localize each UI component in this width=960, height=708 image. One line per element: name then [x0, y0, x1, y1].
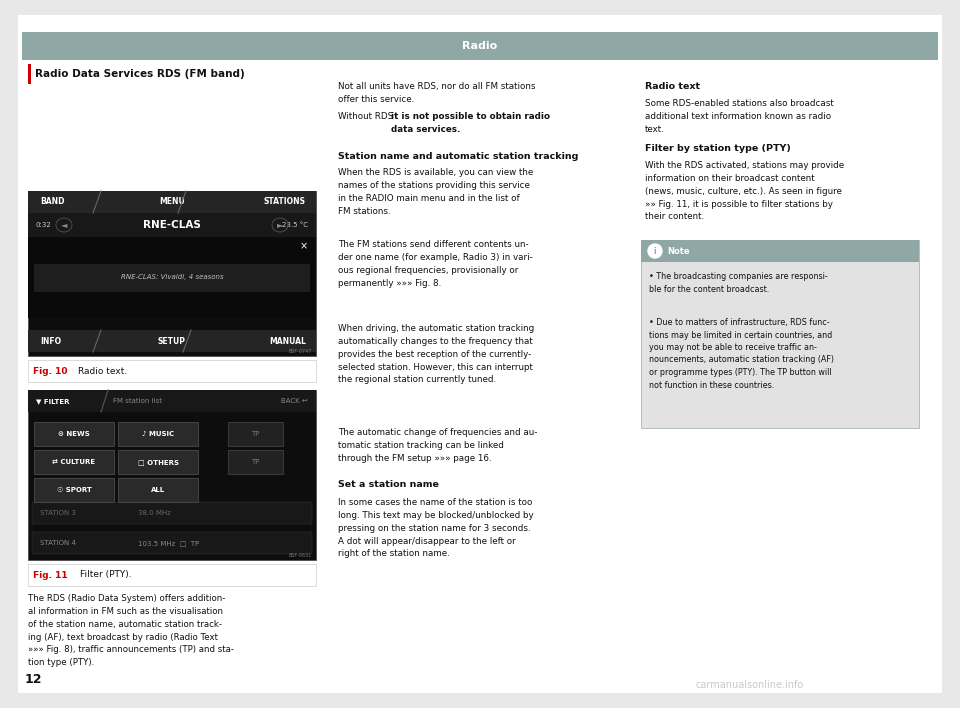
Text: Radio: Radio [463, 41, 497, 51]
Text: In some cases the name of the station is too
long. This text may be blocked/unbl: In some cases the name of the station is… [338, 498, 534, 559]
Text: 38.0 MHz: 38.0 MHz [138, 510, 171, 516]
Text: ♪ MUSIC: ♪ MUSIC [142, 431, 174, 437]
Bar [34, 422, 114, 446]
Text: MANUAL: MANUAL [269, 336, 306, 346]
Text: ☉ SPORT: ☉ SPORT [57, 487, 91, 493]
Text: MENU: MENU [159, 198, 185, 207]
Text: Note: Note [667, 246, 689, 256]
Text: BSF-0747: BSF-0747 [289, 349, 312, 354]
Text: Fig. 10: Fig. 10 [33, 367, 67, 375]
Text: i: i [654, 246, 657, 256]
Bar [28, 191, 316, 356]
Text: TP: TP [252, 431, 260, 437]
Bar [28, 390, 316, 560]
Bar [28, 64, 31, 84]
Bar [28, 191, 316, 213]
Text: Filter (PTY).: Filter (PTY). [80, 571, 132, 580]
Bar [28, 213, 316, 237]
Bar [28, 390, 316, 412]
Text: STATION 4: STATION 4 [40, 540, 76, 546]
Text: Filter by station type (PTY): Filter by station type (PTY) [645, 144, 791, 153]
Bar [28, 360, 316, 382]
Text: 0:32: 0:32 [36, 222, 52, 228]
Text: The automatic change of frequencies and au-
tomatic station tracking can be link: The automatic change of frequencies and … [338, 428, 538, 463]
Text: Not all units have RDS, nor do all FM stations
offer this service.: Not all units have RDS, nor do all FM st… [338, 82, 536, 104]
Bar [118, 422, 198, 446]
Text: RNE-CLAS: RNE-CLAS [143, 220, 201, 230]
Text: When the RDS is available, you can view the
names of the stations providing this: When the RDS is available, you can view … [338, 168, 533, 215]
Text: • Due to matters of infrastructure, RDS func-
tions may be limited in certain co: • Due to matters of infrastructure, RDS … [649, 318, 834, 389]
Text: ⊙ NEWS: ⊙ NEWS [59, 431, 90, 437]
Text: BAND: BAND [40, 198, 64, 207]
Bar [228, 422, 283, 446]
Text: • The broadcasting companies are responsi-
ble for the content broadcast.: • The broadcasting companies are respons… [649, 272, 828, 294]
Text: With the RDS activated, stations may provide
information on their broadcast cont: With the RDS activated, stations may pro… [645, 161, 844, 222]
Bar [28, 330, 316, 352]
Bar [118, 478, 198, 502]
Text: The RDS (Radio Data System) offers addition-
al information in FM such as the vi: The RDS (Radio Data System) offers addit… [28, 594, 234, 667]
Text: ◄: ◄ [60, 220, 67, 229]
Text: ×: × [300, 241, 308, 251]
Text: BACK ↩: BACK ↩ [281, 398, 308, 404]
Text: Set a station name: Set a station name [338, 480, 439, 489]
Text: Station name and automatic station tracking: Station name and automatic station track… [338, 152, 578, 161]
Text: Radio Data Services RDS (FM band): Radio Data Services RDS (FM band) [35, 69, 245, 79]
Bar [34, 450, 114, 474]
Bar [228, 450, 283, 474]
Text: SETUP: SETUP [158, 336, 186, 346]
Text: carmanualsonline.info: carmanualsonline.info [696, 680, 804, 690]
Text: Without RDS: Without RDS [338, 112, 396, 121]
Text: ▼ FILTER: ▼ FILTER [36, 398, 69, 404]
Text: STATION 3: STATION 3 [40, 510, 76, 516]
Text: 23.5 °C: 23.5 °C [282, 222, 308, 228]
Bar [118, 450, 198, 474]
Text: ⇄ CULTURE: ⇄ CULTURE [53, 459, 96, 465]
Circle shape [648, 244, 662, 258]
Bar [32, 532, 312, 554]
Text: □ OTHERS: □ OTHERS [137, 459, 179, 465]
Bar [641, 240, 919, 262]
Text: it is not possible to obtain radio
data services.: it is not possible to obtain radio data … [391, 112, 550, 134]
Text: The FM stations send different contents un-
der one name (for example, Radio 3) : The FM stations send different contents … [338, 240, 533, 287]
Text: TP: TP [252, 459, 260, 465]
Text: 12: 12 [25, 673, 42, 686]
Bar [28, 564, 316, 586]
Bar [34, 478, 114, 502]
Text: Fig. 11: Fig. 11 [33, 571, 67, 580]
Text: STATIONS: STATIONS [264, 198, 306, 207]
Text: ►: ► [276, 220, 283, 229]
Text: 103.5 MHz  □  TP: 103.5 MHz □ TP [138, 540, 200, 546]
Text: Radio text.: Radio text. [78, 367, 128, 375]
Text: ALL: ALL [151, 487, 165, 493]
Bar [641, 240, 919, 428]
Text: When driving, the automatic station tracking
automatically changes to the freque: When driving, the automatic station trac… [338, 324, 535, 384]
Text: BSF-0631: BSF-0631 [289, 553, 312, 558]
Bar [32, 502, 312, 524]
Bar [28, 237, 316, 318]
Text: INFO: INFO [40, 336, 61, 346]
Text: RNE-CLAS: Vivaldi, 4 seasons: RNE-CLAS: Vivaldi, 4 seasons [121, 275, 224, 280]
Text: Some RDS-enabled stations also broadcast
additional text information known as ra: Some RDS-enabled stations also broadcast… [645, 99, 833, 134]
Bar [34, 263, 310, 292]
Text: Radio text: Radio text [645, 82, 700, 91]
Text: FM station list: FM station list [113, 398, 162, 404]
Bar [22, 32, 938, 60]
